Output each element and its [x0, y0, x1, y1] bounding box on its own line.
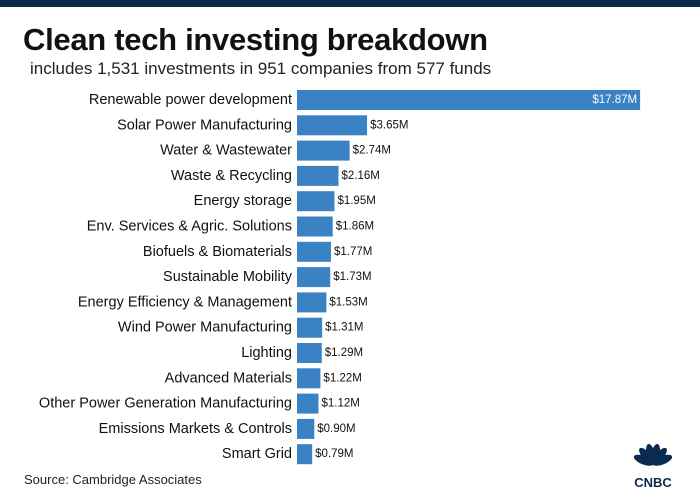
value-label: $0.79M [315, 448, 353, 460]
bar [297, 317, 323, 338]
category-label: Biofuels & Biomaterials [143, 244, 292, 260]
bar [297, 115, 368, 136]
category-label: Sustainable Mobility [163, 269, 293, 285]
bar [297, 343, 322, 363]
top-color-bar [0, 0, 700, 7]
value-label: $1.95M [337, 195, 375, 207]
bar [297, 393, 319, 414]
value-label: $2.74M [353, 145, 391, 157]
bar [297, 368, 321, 389]
category-label: Energy storage [194, 193, 292, 209]
bar [297, 165, 339, 186]
category-label: Waste & Recycling [171, 168, 292, 184]
peacock-feathers [633, 443, 673, 466]
category-label: Water & Wastewater [160, 143, 292, 159]
logo-text: CNBC [634, 475, 672, 490]
cnbc-peacock-logo: CNBC [633, 443, 673, 490]
bar [297, 241, 331, 262]
category-label: Energy Efficiency & Management [78, 294, 292, 310]
bar [297, 267, 331, 288]
value-label: $1.53M [329, 296, 367, 308]
value-label: $3.65M [370, 119, 408, 131]
category-label: Lighting [241, 345, 292, 361]
bar [297, 292, 327, 313]
value-label: $1.12M [322, 398, 360, 410]
bar [297, 418, 315, 439]
value-label: $1.86M [336, 221, 374, 233]
category-label: Advanced Materials [165, 370, 292, 386]
value-label: $1.77M [334, 246, 372, 258]
value-label: $1.73M [333, 271, 371, 283]
bar [297, 444, 313, 465]
value-label: $17.87M [592, 94, 637, 106]
value-label: $1.22M [323, 372, 361, 384]
value-label: $1.29M [325, 347, 363, 359]
category-label: Smart Grid [222, 446, 292, 462]
bar [297, 216, 333, 237]
chart-title: Clean tech investing breakdown [23, 22, 488, 57]
category-label: Env. Services & Agric. Solutions [87, 219, 292, 235]
category-label: Other Power Generation Manufacturing [39, 396, 292, 412]
chart-subtitle: includes 1,531 investments in 951 compan… [30, 59, 492, 78]
category-label: Wind Power Manufacturing [118, 320, 292, 336]
category-label: Emissions Markets & Controls [99, 421, 292, 437]
source-note: Source: Cambridge Associates [24, 472, 202, 487]
category-label: Solar Power Manufacturing [117, 117, 292, 133]
value-label: $1.31M [325, 322, 363, 334]
value-label: $0.90M [317, 423, 355, 435]
category-label: Renewable power development [89, 92, 292, 108]
bar [297, 90, 641, 110]
value-label: $2.16M [341, 170, 379, 182]
bar [297, 191, 335, 212]
bar [297, 140, 350, 161]
